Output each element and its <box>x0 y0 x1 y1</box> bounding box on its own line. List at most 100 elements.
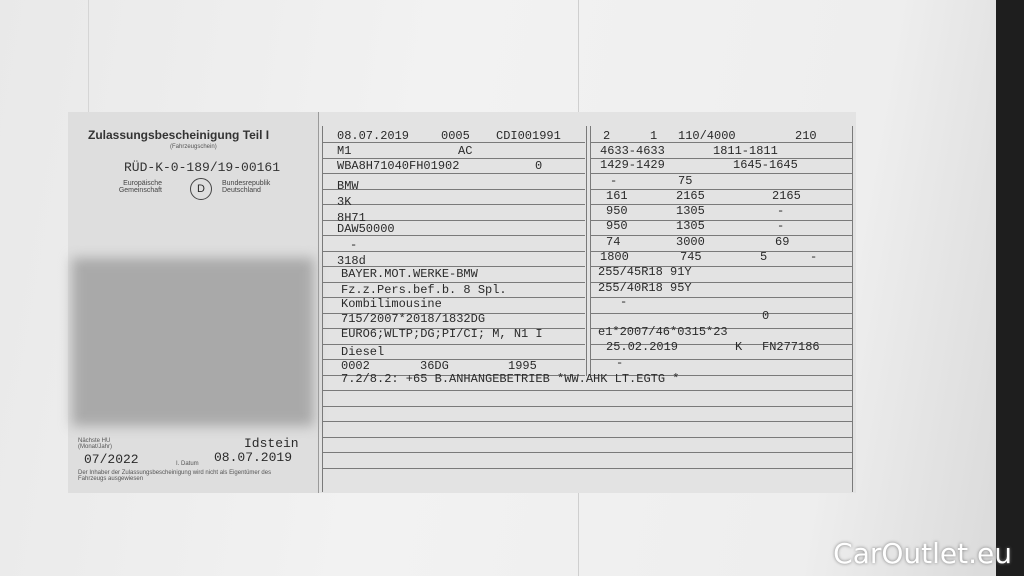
field-value: 1645-1645 <box>733 158 798 172</box>
rule-line <box>322 157 585 159</box>
column-line <box>322 126 323 492</box>
doc-number: RÜD-K-0-189/19-00161 <box>124 160 281 175</box>
rule-line <box>322 328 585 329</box>
field-value: 36DG <box>420 359 449 373</box>
field-value: FN277186 <box>762 340 820 354</box>
field-value: 25.02.2019 <box>606 340 679 354</box>
field-value: 1305 <box>676 219 705 233</box>
rule-line <box>322 312 585 314</box>
field-value: e1*2007/46*0315*23 <box>598 325 728 339</box>
field-value: - <box>777 219 785 233</box>
rule-line <box>322 467 852 469</box>
field-value: 5 <box>760 250 768 264</box>
hu-value: 07/2022 <box>84 452 139 467</box>
doc-subtitle: (Fahrzeugschein) <box>170 144 217 150</box>
field-value: 745 <box>680 250 702 264</box>
field-value: 110/4000 <box>678 129 736 143</box>
field-value: DAW50000 <box>337 222 395 236</box>
rule-line <box>590 235 852 236</box>
field-value: Fz.z.Pers.bef.b. 8 Spl. <box>341 283 507 297</box>
rule-line <box>322 250 585 252</box>
field-value: BMW <box>337 179 359 193</box>
table-edge <box>996 0 1024 576</box>
field-value: 318d <box>337 254 366 268</box>
field-value: 0002 <box>341 359 370 373</box>
rule-line <box>322 405 852 407</box>
field-value: 4633-4633 <box>600 144 665 158</box>
rule-line <box>322 436 852 438</box>
date-label: I. Datum <box>176 461 199 467</box>
field-value: 7.2/8.2: +65 B.ANHANGEBETRIEB *WW.AHK LT… <box>341 372 680 386</box>
field-value: 1811-1811 <box>713 144 778 158</box>
rule-line <box>322 173 585 174</box>
field-value: 74 <box>606 235 621 249</box>
field-value: 8H71 <box>337 211 366 225</box>
doc-title: Zulassungsbescheinigung Teil I <box>88 128 270 142</box>
rule-line <box>322 204 585 205</box>
rule-line <box>322 421 852 422</box>
rule-line <box>590 359 852 360</box>
field-value: 255/45R18 91Y <box>598 265 692 279</box>
rule-line <box>590 173 852 174</box>
field-value: K <box>735 340 743 354</box>
rule-line <box>322 452 852 453</box>
field-value: 1800 <box>600 250 629 264</box>
field-value: 1305 <box>676 204 705 218</box>
field-value: BAYER.MOT.WERKE-BMW <box>341 267 478 281</box>
rule-line <box>322 343 585 345</box>
rule-line <box>322 374 585 376</box>
rule-line <box>590 188 852 190</box>
rule-line <box>590 281 852 283</box>
rule-line <box>590 250 852 252</box>
field-value: 210 <box>795 129 817 143</box>
field-value: - <box>350 238 358 252</box>
field-value: 08.07.2019 <box>337 129 410 143</box>
rule-line <box>590 142 852 143</box>
rule-line <box>590 266 852 267</box>
field-value: 1429-1429 <box>600 158 665 172</box>
field-value: - <box>777 204 785 218</box>
field-value: CDI001991 <box>496 129 561 143</box>
field-value: Kombilimousine <box>341 297 442 311</box>
rule-line <box>322 188 585 190</box>
rule-line <box>322 281 585 283</box>
paper-fold <box>88 0 89 112</box>
hu-label: Nächste HU (Monat/Jahr) <box>78 438 113 450</box>
rule-line <box>590 157 852 159</box>
country-code: D <box>190 178 212 200</box>
field-value: WBA8H71040FH01902 <box>337 159 460 173</box>
field-value: 715/2007*2018/1832DG <box>341 312 486 326</box>
country-label: Bundesrepublik Deutschland <box>222 180 271 194</box>
field-value: Diesel <box>341 345 385 359</box>
column-line <box>586 126 587 376</box>
field-value: 75 <box>678 174 693 188</box>
field-value: 255/40R18 95Y <box>598 281 692 295</box>
field-value: 950 <box>606 219 628 233</box>
rule-line <box>590 297 852 298</box>
field-value: 950 <box>606 204 628 218</box>
rule-line <box>322 219 585 221</box>
field-value: 0005 <box>441 129 470 143</box>
field-value: 2165 <box>676 189 705 203</box>
field-value: 69 <box>775 235 790 249</box>
rule-line <box>322 297 585 298</box>
field-value: 2 <box>603 129 611 143</box>
field-value: EURO6;WLTP;DG;PI/CI; M, N1 I <box>341 327 543 341</box>
rule-line <box>322 235 585 236</box>
place: Idstein <box>244 436 299 451</box>
rule-line <box>590 204 852 205</box>
field-value: 161 <box>606 189 628 203</box>
field-value: 3K <box>337 195 352 209</box>
field-value: 3000 <box>676 235 705 249</box>
blurred-owner <box>72 258 314 426</box>
field-value: AC <box>458 144 473 158</box>
field-value: 0 <box>762 309 770 323</box>
rule-line <box>590 219 852 221</box>
eu-label: Europäische Gemeinschaft <box>118 180 162 194</box>
field-value: - <box>620 295 628 309</box>
rule-line <box>590 312 852 314</box>
rule-line <box>590 328 852 329</box>
watermark: CarOutlet.eu <box>833 537 1012 570</box>
column-line <box>852 126 853 492</box>
field-value: - <box>810 250 818 264</box>
